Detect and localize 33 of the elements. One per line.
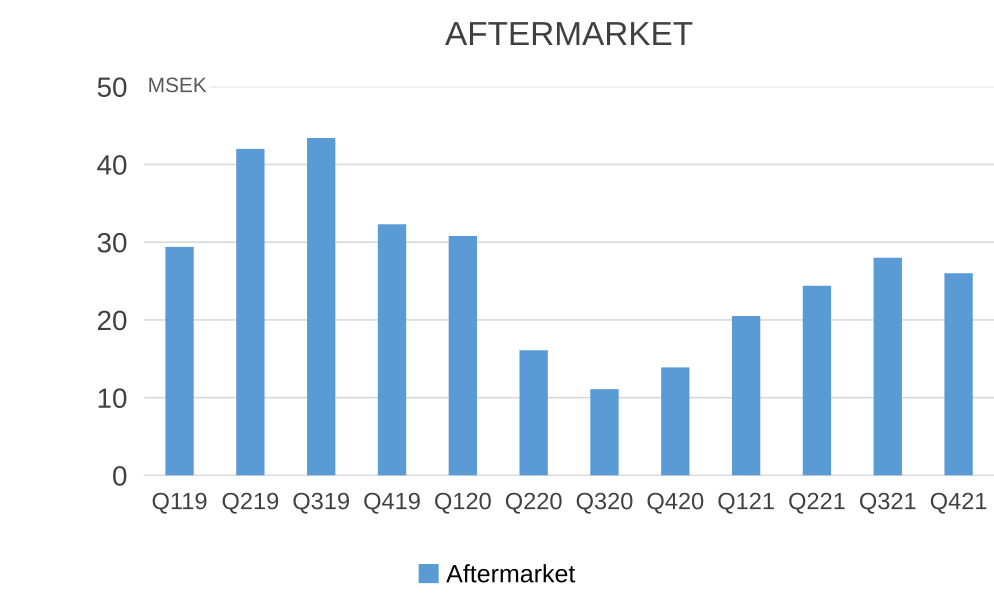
y-tick-label: 20: [98, 310, 126, 330]
x-tick-label: Q319: [293, 492, 349, 514]
bar: [661, 367, 690, 476]
x-tick-label: Q221: [789, 492, 845, 514]
x-tick-label: Q421: [930, 492, 986, 514]
y-tick-label: 50: [98, 77, 126, 98]
bar: [874, 258, 902, 476]
bar: [236, 148, 265, 476]
x-tick-label: Q121: [718, 492, 774, 514]
bar: [165, 246, 194, 476]
y-tick-label: 30: [98, 232, 126, 253]
legend-label: Aftermarket: [446, 564, 576, 583]
bar: [802, 286, 832, 476]
x-tick-label: Q321: [860, 492, 916, 514]
x-tick-label: Q420: [648, 492, 704, 514]
x-tick-label: Q120: [435, 492, 491, 514]
bar: [378, 224, 406, 476]
bar: [448, 236, 477, 476]
bar: [519, 350, 548, 476]
x-tick-label: Q119: [152, 492, 206, 514]
bar: [307, 138, 336, 476]
bar: [732, 316, 760, 476]
x-tick-label: Q219: [222, 492, 278, 514]
bar: [944, 273, 973, 476]
y-tick-label: 0: [113, 466, 126, 486]
x-tick-label: Q320: [576, 492, 632, 514]
y-tick-label: 10: [98, 388, 126, 408]
y-axis-title: MSEK: [149, 78, 206, 92]
x-tick-label: Q419: [364, 492, 420, 514]
y-tick-label: 40: [97, 155, 126, 175]
chart-title: AFTERMARKET: [445, 22, 692, 46]
x-tick-label: Q220: [506, 492, 562, 514]
bar: [590, 389, 619, 476]
